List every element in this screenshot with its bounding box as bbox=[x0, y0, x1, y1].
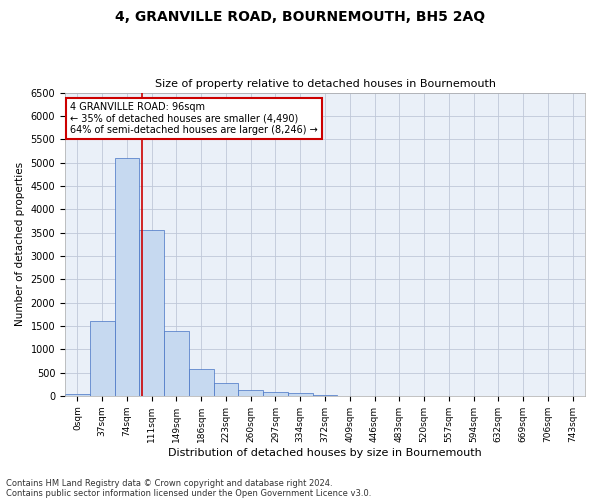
Text: 4 GRANVILLE ROAD: 96sqm
← 35% of detached houses are smaller (4,490)
64% of semi: 4 GRANVILLE ROAD: 96sqm ← 35% of detache… bbox=[70, 102, 318, 135]
Bar bbox=[65, 394, 90, 396]
Text: 4, GRANVILLE ROAD, BOURNEMOUTH, BH5 2AQ: 4, GRANVILLE ROAD, BOURNEMOUTH, BH5 2AQ bbox=[115, 10, 485, 24]
Bar bbox=[288, 394, 313, 396]
Bar bbox=[189, 369, 214, 396]
Bar bbox=[139, 230, 164, 396]
Y-axis label: Number of detached properties: Number of detached properties bbox=[15, 162, 25, 326]
Bar bbox=[90, 321, 115, 396]
X-axis label: Distribution of detached houses by size in Bournemouth: Distribution of detached houses by size … bbox=[168, 448, 482, 458]
Bar bbox=[263, 392, 288, 396]
Text: Contains HM Land Registry data © Crown copyright and database right 2024.: Contains HM Land Registry data © Crown c… bbox=[6, 478, 332, 488]
Bar bbox=[164, 330, 189, 396]
Title: Size of property relative to detached houses in Bournemouth: Size of property relative to detached ho… bbox=[155, 79, 496, 89]
Text: Contains public sector information licensed under the Open Government Licence v3: Contains public sector information licen… bbox=[6, 488, 371, 498]
Bar bbox=[214, 383, 238, 396]
Bar bbox=[238, 390, 263, 396]
Bar bbox=[115, 158, 139, 396]
